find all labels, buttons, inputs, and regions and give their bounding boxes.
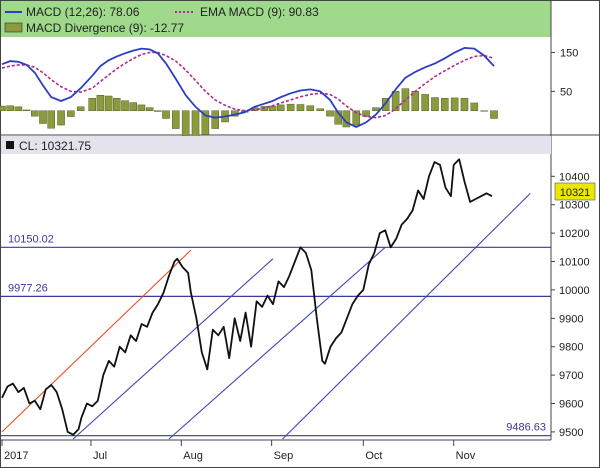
macd-y-tick-label: 50 [560, 86, 572, 98]
price-panel: CL: 10321.75 10400 10300 10200 10100 10000 99… [1, 136, 596, 462]
divergence-legend-swatch [4, 22, 23, 33]
macd-divergence-bar [39, 110, 47, 124]
x-tick-label: Oct [365, 450, 382, 462]
cl-header-background [1, 136, 551, 154]
macd-divergence-bar [391, 91, 400, 111]
trend-channel-lines [1, 192, 531, 440]
price-y-tick-label: 10000 [559, 285, 590, 297]
price-y-tick-label: 10400 [559, 171, 590, 183]
cl-label: CL: 10321.75 [19, 139, 91, 153]
macd-legend-background [1, 1, 551, 37]
macd-divergence-bar [145, 107, 154, 111]
macd-divergence-bar [0, 105, 6, 111]
x-tick-label: Nov [456, 450, 476, 462]
macd-divergence-bar [113, 98, 121, 111]
x-tick-label: Aug [183, 450, 203, 462]
price-y-tick-label: 10200 [559, 228, 590, 240]
macd-divergence-bar [382, 98, 390, 111]
last-value-badge-label: 10321 [560, 187, 591, 199]
macd-divergence-bar [31, 110, 39, 117]
channel-line [168, 246, 386, 440]
horizontal-level-label: 9977.26 [8, 282, 48, 294]
macd-divergence-bar [450, 97, 459, 111]
x-tick-label: Jul [93, 450, 107, 462]
macd-divergence-bar [121, 100, 129, 111]
price-y-tick-label: 10100 [559, 257, 590, 269]
price-y-tick-label: 9600 [559, 399, 583, 411]
macd-lines [1, 46, 495, 128]
macd-divergence-bar [191, 110, 200, 138]
horizontal-level-label: 10150.02 [8, 233, 54, 245]
macd-divergence-bar [480, 110, 488, 112]
macd-divergence-bar [441, 98, 449, 111]
channel-line [72, 258, 274, 440]
macd-legend-label: MACD (12,26): 78.06 [26, 5, 140, 19]
macd-divergence-bar [67, 110, 75, 117]
macd-divergence-bar [372, 107, 380, 111]
macd-divergence-bar [277, 104, 285, 111]
macd-divergence-bar [286, 103, 295, 111]
macd-divergence-bar [326, 110, 334, 117]
macd-divergence-bar [172, 110, 180, 129]
macd-panel: MACD (12,26): 78.06 EMA MACD (9): 90.83 … [0, 1, 599, 440]
horizontal-levels: 10150.02 9977.26 9486.63 [1, 233, 551, 437]
macd-divergence-bar [14, 106, 23, 111]
macd-divergence-bar [306, 105, 315, 111]
price-y-tick-label: 9900 [559, 313, 583, 325]
price-y-tick-label: 10300 [559, 200, 590, 212]
macd-divergence-bar [76, 106, 85, 111]
ema-macd-line [1, 51, 495, 119]
macd-divergence-bar [401, 88, 410, 111]
last-value-badge [554, 182, 596, 201]
macd-divergence-bar [88, 98, 96, 111]
horizontal-level-label: 9486.63 [506, 422, 546, 434]
macd-line [1, 46, 495, 128]
macd-divergence-bar [296, 104, 305, 111]
macd-divergence-bar [421, 94, 429, 111]
macd-divergence-bar [470, 102, 479, 111]
macd-divergence-bar [181, 110, 190, 137]
macd-divergence-bar [211, 110, 219, 129]
channel-line [282, 192, 531, 440]
macd-divergence-bar [137, 104, 146, 111]
macd-divergence-bar [22, 109, 31, 111]
x-tick-label: Sep [274, 450, 294, 462]
ema-legend-label: EMA MACD (9): 90.83 [200, 5, 319, 19]
x-tick-label: 2017 [4, 450, 28, 462]
macd-divergence-bar [96, 94, 105, 111]
macd-divergence-bar [154, 110, 162, 112]
price-y-tick-label: 9500 [559, 427, 583, 439]
price-y-tick-label: 9800 [559, 342, 583, 354]
macd-divergence-bar [57, 110, 65, 126]
macd-divergence-bar [201, 110, 210, 135]
macd-divergence-bar [47, 110, 55, 129]
cl-header-marker [6, 141, 14, 149]
macd-divergence-bar [129, 102, 137, 111]
macd-divergence-bar [352, 110, 360, 126]
macd-divergence-bar [490, 110, 498, 119]
price-y-ticks: 10400 10300 10200 10100 10000 9900 9800 9700 960… [551, 171, 590, 439]
price-y-tick-label: 9700 [559, 370, 583, 382]
divergence-legend-label: MACD Divergence (9): -12.77 [26, 21, 184, 35]
macd-y-tick-label: 150 [560, 48, 578, 60]
macd-divergence-bar [268, 105, 277, 111]
macd-divergence-bar [460, 98, 469, 111]
price-x-ticks: 2017 Jul Aug Sep Oct Nov [1, 440, 476, 462]
macd-y-ticks: 150 50 [551, 48, 578, 98]
price-series [1, 158, 493, 436]
macd-divergence-bar [104, 95, 113, 111]
macd-divergence-bar [6, 105, 14, 111]
macd-divergence-bar [162, 110, 170, 119]
price-line [1, 158, 493, 436]
macd-divergence-bar [431, 97, 439, 111]
macd-divergence-bar [316, 108, 324, 111]
